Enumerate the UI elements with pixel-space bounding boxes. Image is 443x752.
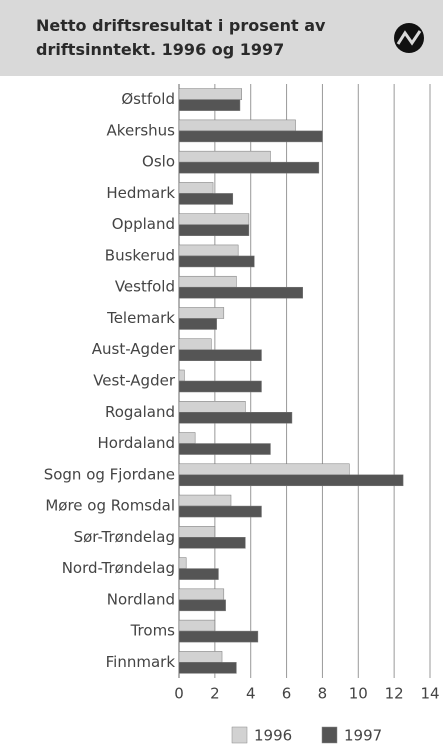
x-tick-label: 12 [385,685,404,703]
y-tick-label: Vestfold [115,278,175,296]
y-tick-label: Aust-Agder [92,340,176,358]
y-tick-label: Østfold [121,90,175,108]
bar [178,275,237,288]
bar [178,182,214,194]
bar [178,432,196,444]
bar [178,619,216,632]
bar [178,244,239,257]
bar [178,161,320,174]
y-tick-label: Nordland [107,590,175,608]
bar [178,443,271,455]
bar [178,255,255,268]
bar [178,150,271,163]
bar [178,568,219,580]
y-tick-label: Vest-Agder [93,372,176,390]
x-tick-label: 14 [420,685,439,703]
bar [178,526,216,538]
bar [178,630,259,643]
bar [178,380,262,393]
x-tick-label: 4 [246,685,256,703]
x-tick-label: 8 [318,685,328,703]
y-tick-label: Akershus [107,121,176,139]
legend-swatch [321,726,338,744]
bar [178,99,241,111]
x-tick-label: 2 [210,685,220,703]
legend-swatch [231,726,248,744]
bar [178,213,250,225]
bar [178,130,323,143]
bar [178,662,237,674]
bar [178,494,232,507]
bar [178,349,262,361]
bar [178,307,225,319]
y-tick-label: Oslo [142,153,175,171]
legend-label: 1997 [344,727,382,745]
x-tick-label: 10 [349,685,368,703]
bar [178,369,185,382]
bar [178,474,404,487]
y-tick-label: Nord-Trøndelag [62,559,175,577]
logo-icon [394,23,424,53]
y-tick-label: Troms [130,622,176,640]
title-box: Netto driftsresultat i prosent av drifts… [0,0,443,76]
y-tick-label: Hordaland [98,434,175,452]
bar [178,651,223,663]
chart-title: Netto driftsresultat i prosent av drifts… [36,16,326,59]
y-tick-label: Telemark [106,309,175,327]
y-tick-label: Oppland [112,215,175,233]
bar [178,318,217,330]
bar [178,119,296,132]
y-tick-label: Sør-Trøndelag [74,528,175,546]
bar [178,224,250,236]
bar [178,338,212,350]
bar [178,286,303,299]
x-tick-label: 6 [282,685,292,703]
bar [178,505,262,518]
bar [178,401,246,413]
bar [178,588,225,601]
x-tick-label: 0 [174,685,184,703]
bar [178,88,242,100]
bar [178,412,293,424]
legend-label: 1996 [254,727,292,745]
y-tick-label: Sogn og Fjordane [44,465,175,483]
y-tick-label: Hedmark [106,184,175,202]
bar [178,537,246,549]
y-tick-label: Finnmark [106,653,176,671]
bar [178,599,226,612]
bar [178,463,350,476]
y-tick-label: Rogaland [105,403,175,421]
bar [178,557,187,569]
y-tick-label: Møre og Romsdal [45,497,175,515]
bar [178,193,234,205]
y-tick-label: Buskerud [105,246,175,264]
